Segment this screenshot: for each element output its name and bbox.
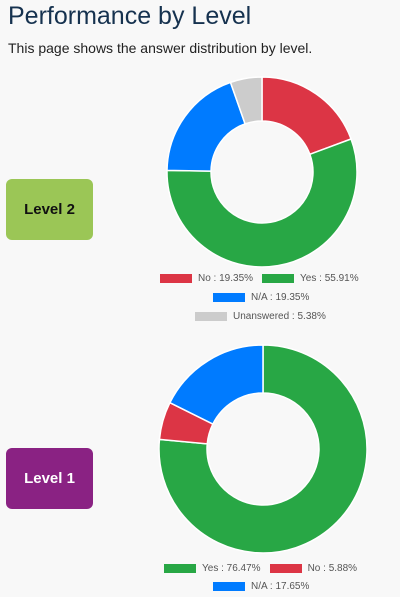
level-1-badge[interactable]: Level 1	[6, 448, 93, 509]
legend-label: Yes : 55.91%	[300, 273, 359, 284]
level-label: Level 2	[24, 201, 75, 218]
legend-swatch	[164, 564, 196, 573]
chart-legend-row: N/A : 17.65%	[213, 581, 309, 592]
legend-label: Unanswered : 5.38%	[233, 311, 326, 322]
legend-swatch	[195, 312, 227, 321]
legend-item-no[interactable]: No : 19.35%	[160, 273, 253, 284]
legend-item-n-a[interactable]: N/A : 19.35%	[213, 292, 309, 303]
donut-slice-n-a[interactable]	[167, 82, 245, 171]
chart-legend-row: N/A : 19.35%	[213, 292, 309, 303]
legend-swatch	[213, 293, 245, 302]
page-description: This page shows the answer distribution …	[8, 40, 312, 56]
legend-label: Yes : 76.47%	[202, 563, 261, 574]
legend-item-no[interactable]: No : 5.88%	[270, 563, 357, 574]
legend-label: No : 19.35%	[198, 273, 253, 284]
legend-label: N/A : 19.35%	[251, 292, 309, 303]
legend-label: No : 5.88%	[308, 563, 357, 574]
legend-swatch	[160, 274, 192, 283]
legend-item-yes[interactable]: Yes : 76.47%	[164, 563, 261, 574]
chart-legend-row: Yes : 76.47% No : 5.88%	[164, 563, 357, 574]
level-1-donut-chart	[158, 344, 368, 554]
legend-item-n-a[interactable]: N/A : 17.65%	[213, 581, 309, 592]
legend-label: N/A : 17.65%	[251, 581, 309, 592]
legend-swatch	[213, 582, 245, 591]
legend-item-yes[interactable]: Yes : 55.91%	[262, 273, 359, 284]
page-title: Performance by Level	[8, 2, 251, 31]
legend-item-unanswered[interactable]: Unanswered : 5.38%	[195, 311, 326, 322]
legend-swatch	[262, 274, 294, 283]
level-label: Level 1	[24, 470, 75, 487]
chart-legend-row: Unanswered : 5.38%	[195, 311, 326, 322]
legend-swatch	[270, 564, 302, 573]
chart-legend-row: No : 19.35% Yes : 55.91%	[160, 273, 359, 284]
level-2-badge[interactable]: Level 2	[6, 179, 93, 240]
donut-slice-no[interactable]	[262, 77, 351, 154]
level-2-donut-chart	[162, 72, 362, 272]
